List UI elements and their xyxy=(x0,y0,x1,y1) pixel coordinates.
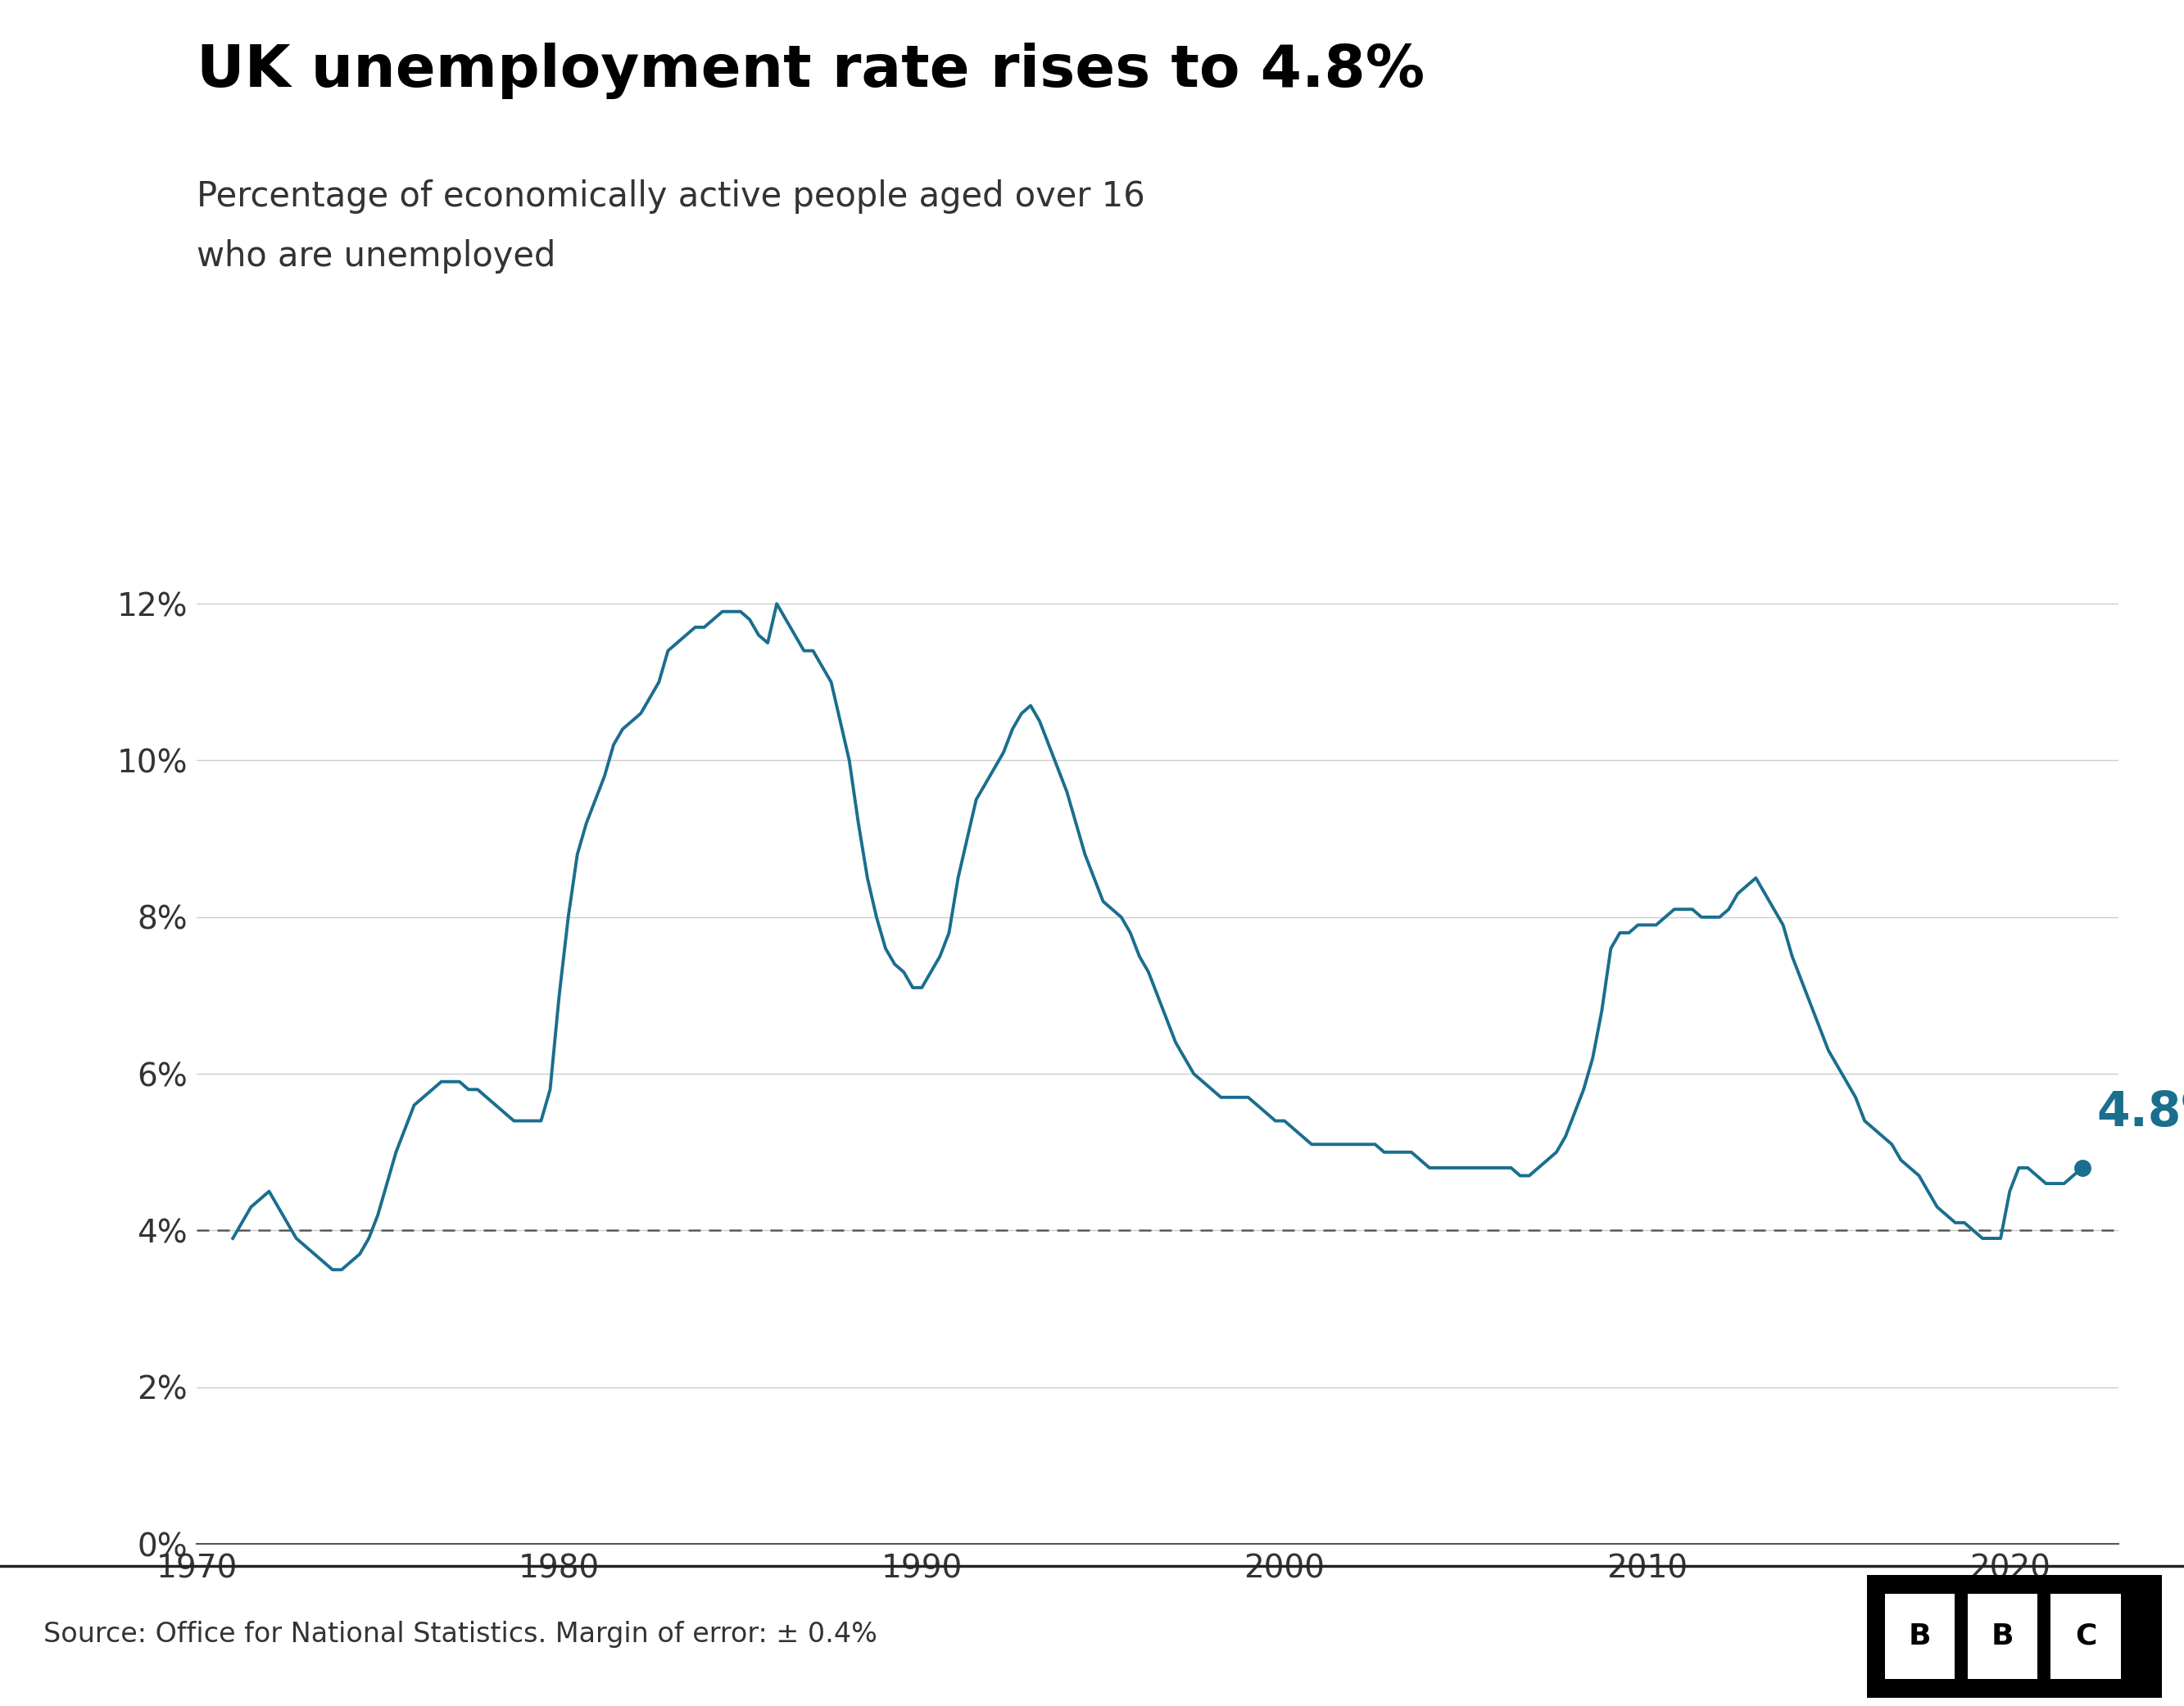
Text: B: B xyxy=(1909,1622,1931,1650)
Text: who are unemployed: who are unemployed xyxy=(197,239,555,273)
Text: Source: Office for National Statistics. Margin of error: ± 0.4%: Source: Office for National Statistics. … xyxy=(44,1621,878,1648)
Text: 4.8%: 4.8% xyxy=(2097,1090,2184,1136)
Text: UK unemployment rate rises to 4.8%: UK unemployment rate rises to 4.8% xyxy=(197,43,1424,99)
Text: Percentage of economically active people aged over 16: Percentage of economically active people… xyxy=(197,179,1144,213)
Text: B: B xyxy=(1992,1622,2014,1650)
Text: C: C xyxy=(2075,1622,2097,1650)
